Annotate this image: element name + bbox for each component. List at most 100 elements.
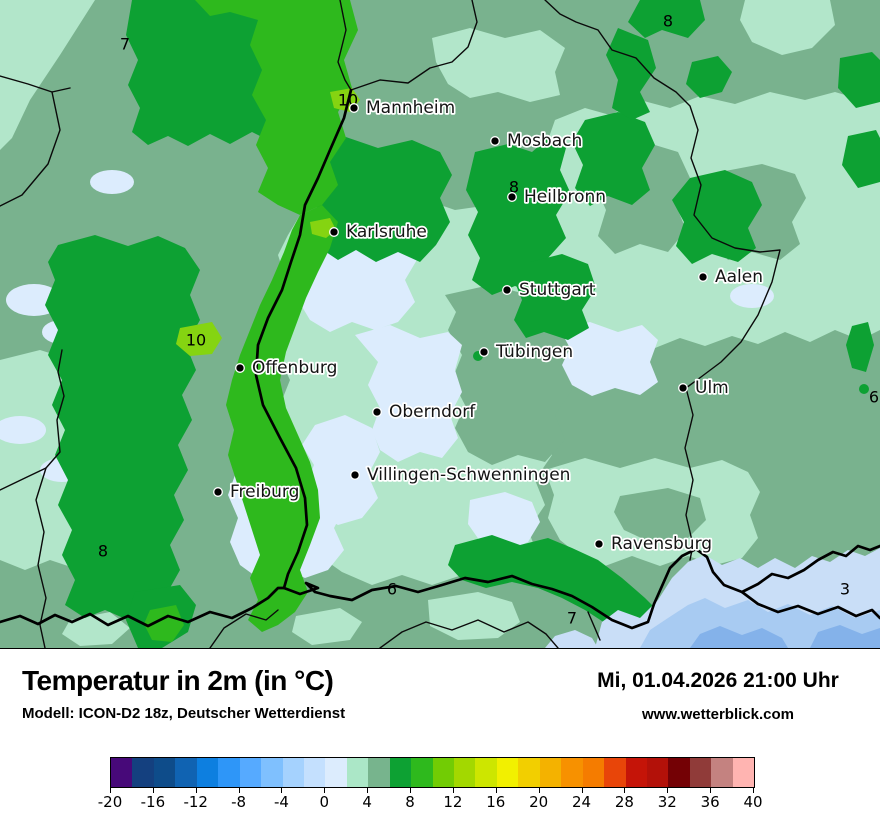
city-freiburg: Freiburg: [213, 480, 301, 504]
borders-thin: [0, 0, 781, 648]
city-label-freiburg: Freiburg: [230, 482, 299, 502]
city-mosbach: Mosbach: [490, 129, 584, 153]
city-ulm: Ulm: [678, 376, 730, 400]
city-heilbronn: Heilbronn: [507, 185, 608, 209]
regions-bright-green: [144, 0, 358, 642]
city-t-bingen: Tübingen: [479, 340, 575, 364]
colorbar-area: -20 -16 -12 -8 -4 0 4 8 12 16 20 24 28 32 36 40: [0, 745, 880, 830]
colorbar-segment--14: [175, 758, 197, 787]
city-label-mannheim: Mannheim: [366, 98, 455, 118]
colorbar-tick-label-24: 24: [571, 793, 592, 811]
caption-block: Temperatur in 2m (in °C) Modell: ICON-D2…: [0, 649, 880, 745]
colorbar-tick: [710, 788, 712, 793]
colorbar-segment-0: [325, 758, 347, 787]
colorbar-tick-label-8: 8: [405, 793, 415, 811]
colorbar-tick: [110, 788, 111, 793]
colorbar-segment-36: [711, 758, 733, 787]
city-dot-t-bingen: [479, 347, 489, 357]
colorbar-tick: [624, 788, 626, 793]
colorbar-segment-22: [561, 758, 583, 787]
colorbar-segment-26: [604, 758, 626, 787]
colorbar-tick: [667, 788, 669, 793]
colorbar-segment-24: [582, 758, 605, 787]
city-ravensburg: Ravensburg: [594, 532, 714, 556]
contour-label-7: 7: [567, 609, 577, 628]
city-karlsruhe: Karlsruhe: [329, 220, 429, 244]
city-oberndorf: Oberndorf: [372, 400, 478, 424]
model-info: Modell: ICON-D2 18z, Deutscher Wetterdie…: [22, 705, 346, 722]
colorbar-tick-label-16: 16: [486, 793, 506, 811]
colorbar-tick-label--20: -20: [97, 793, 123, 811]
colorbar-segment-30: [646, 758, 669, 787]
colorbar-tick-label-4: 4: [362, 793, 372, 811]
city-label-ravensburg: Ravensburg: [611, 534, 712, 554]
colorbar-tick-label--12: -12: [183, 793, 208, 811]
colorbar-segment-12: [454, 758, 476, 787]
colorbar-segment--12: [196, 758, 219, 787]
temperature-map: 7 8 10 8 10 8 6 7 3 6 Mannheim Mosbach Heilbronn Kar…: [0, 0, 880, 649]
colorbar-tick: [495, 788, 497, 793]
city-label-offenburg: Offenburg: [252, 358, 337, 378]
colorbar-segment--2: [303, 758, 326, 787]
city-dot-stuttgart: [502, 285, 512, 295]
colorbar-tick: [452, 788, 454, 793]
colorbar-segment-32: [668, 758, 690, 787]
map-title: Temperatur in 2m (in °C): [22, 665, 334, 696]
colorbar-segment-8: [411, 758, 433, 787]
colorbar-tick: [238, 788, 240, 793]
city-dot-aalen: [698, 272, 708, 282]
city-label-mosbach: Mosbach: [507, 131, 582, 151]
colorbar-segment-28: [625, 758, 647, 787]
colorbar-tick-label-12: 12: [443, 793, 463, 811]
colorbar-segment--20: [111, 758, 133, 787]
contour-label-8: 8: [509, 178, 519, 197]
colorbar-segment-4: [368, 758, 390, 787]
colorbar-tick-label-32: 32: [657, 793, 677, 811]
website-link[interactable]: www.wetterblick.com: [642, 706, 794, 723]
colorbar-segment-14: [475, 758, 497, 787]
colorbar-tick: [281, 788, 283, 793]
colorbar-segment--6: [261, 758, 283, 787]
regions-alps-blue: [545, 548, 880, 648]
colorbar-tick: [367, 788, 369, 793]
city-dot-villingen-schwenningen: [350, 470, 360, 480]
city-label-villingen-schwenningen: Villingen-Schwenningen: [367, 465, 570, 485]
city-stuttgart: Stuttgart: [502, 278, 597, 302]
colorbar-tick: [581, 788, 583, 793]
colorbar-segment--18: [132, 758, 154, 787]
city-dot-freiburg: [213, 487, 223, 497]
contour-label-10: 10: [186, 331, 206, 350]
colorbar-segment--10: [218, 758, 240, 787]
colorbar-tick-label-36: 36: [700, 793, 720, 811]
colorbar-segment--16: [153, 758, 176, 787]
borders-thick: [0, 88, 880, 630]
city-dot-mosbach: [490, 136, 500, 146]
colorbar-tick-label-40: 40: [743, 793, 763, 811]
colorbar-segment-38: [732, 758, 755, 787]
city-dot-mannheim: [349, 103, 359, 113]
colorbar-segment-20: [539, 758, 562, 787]
city-dot-offenburg: [235, 363, 245, 373]
colorbar-tick: [410, 788, 412, 793]
colorbar-tick: [152, 788, 154, 793]
colorbar-tick: [195, 788, 197, 793]
colorbar-segment--8: [239, 758, 262, 787]
city-label-stuttgart: Stuttgart: [519, 280, 596, 300]
city-markers: Mannheim Mosbach Heilbronn Karlsruhe Stuttga…: [213, 96, 765, 556]
colorbar-segment-6: [389, 758, 412, 787]
colorbar-tick-label--16: -16: [140, 793, 166, 811]
contour-label-8: 8: [98, 542, 108, 561]
colorbar-tick-label--8: -8: [231, 793, 247, 811]
city-dot-oberndorf: [372, 407, 382, 417]
colorbar-tick-label--4: -4: [273, 793, 289, 811]
contour-label-3: 3: [840, 580, 850, 599]
colorbar-tick: [538, 788, 540, 793]
city-label-ulm: Ulm: [695, 378, 729, 398]
city-aalen: Aalen: [698, 265, 765, 289]
forecast-datetime: Mi, 01.04.2026 21:00 Uhr: [597, 669, 839, 692]
colorbar-segment-2: [346, 758, 369, 787]
colorbar-segment-16: [496, 758, 519, 787]
colorbar-tick-label-20: 20: [529, 793, 549, 811]
city-label-oberndorf: Oberndorf: [389, 402, 476, 422]
